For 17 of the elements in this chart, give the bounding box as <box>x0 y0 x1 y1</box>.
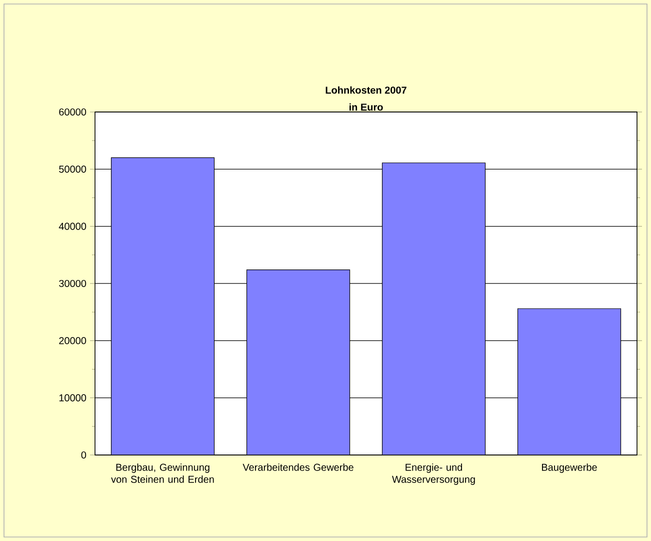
chart-title: Lohnkosten 2007 <box>326 86 406 94</box>
chart-subtitle: in Euro <box>349 103 383 111</box>
y-tick-label: 40000 <box>58 222 86 230</box>
y-tick-label: 10000 <box>59 394 86 402</box>
bar <box>517 308 622 455</box>
y-tick-label: 0 <box>81 451 86 459</box>
bar <box>382 162 486 455</box>
y-tick-label: 20000 <box>59 337 86 344</box>
x-tick-label: Energie- und Wasserversorgung <box>392 464 475 485</box>
x-tick-label: Bergbau, Gewinnung von Steinen und Erden <box>111 464 214 483</box>
bar <box>246 269 350 455</box>
x-tick-label: Baugewerbe <box>542 464 597 473</box>
y-tick-label: 30000 <box>59 280 86 288</box>
x-tick-label: Verarbeitendes Gewerbe <box>242 464 354 471</box>
y-tick-label: 50000 <box>59 166 86 173</box>
y-tick-label: 60000 <box>59 108 86 116</box>
bar <box>110 157 215 455</box>
